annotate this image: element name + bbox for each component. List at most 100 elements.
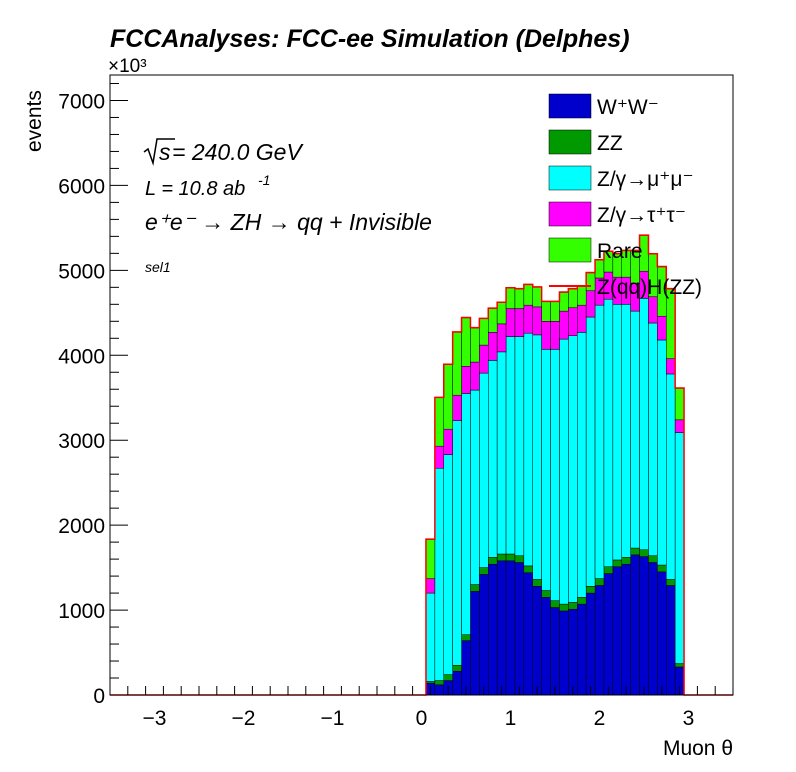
- bar-1-28: [674, 663, 685, 668]
- bar-1-23: [630, 547, 640, 556]
- bar-2-25: [648, 322, 658, 556]
- bar-2-17: [577, 332, 587, 598]
- bar-1-27: [666, 579, 676, 586]
- bar-2-27: [666, 373, 676, 580]
- y-axis: 0 1000 2000 3000 4000 5000 6000 7000: [58, 82, 128, 708]
- bar-4-4: [461, 317, 471, 367]
- bar-2-3: [452, 420, 462, 666]
- x-tick-label: 0: [416, 707, 428, 730]
- legend-label-4: Rare: [597, 240, 643, 263]
- bar-0-11: [523, 572, 533, 696]
- bar-1-3: [452, 665, 462, 672]
- legend-swatch-0: [548, 93, 592, 119]
- bar-0-14: [550, 607, 560, 696]
- bar-2-19: [594, 304, 605, 579]
- bar-3-18: [585, 290, 596, 318]
- bar-2-26: [657, 339, 667, 566]
- svg-text:= 240.0 GeV: = 240.0 GeV: [172, 139, 304, 165]
- bar-2-11: [523, 332, 533, 567]
- bar-2-8: [496, 351, 507, 555]
- y-tick-label: 1000: [58, 600, 105, 623]
- bar-0-24: [639, 556, 649, 696]
- bar-1-15: [559, 603, 569, 612]
- bar-2-6: [479, 372, 489, 568]
- bar-1-0: [425, 681, 436, 684]
- bar-1-5: [470, 584, 480, 592]
- bar-0-5: [470, 591, 480, 696]
- bar-0-26: [657, 571, 667, 696]
- bar-3-28: [674, 419, 685, 433]
- bar-2-4: [461, 393, 471, 635]
- bar-3-26: [657, 315, 667, 341]
- bar-3-10: [514, 308, 525, 337]
- bar-3-14: [550, 321, 560, 350]
- x-tick-label: 1: [505, 707, 517, 730]
- x-tick-label: 3: [683, 707, 695, 730]
- bar-2-22: [621, 304, 631, 558]
- bar-0-22: [621, 563, 631, 696]
- bar-3-7: [488, 332, 498, 361]
- bar-4-18: [585, 272, 596, 291]
- bar-1-9: [505, 553, 516, 562]
- bar-1-24: [639, 549, 649, 557]
- bar-2-13: [541, 349, 551, 591]
- sqrt-symbol: [143, 138, 175, 166]
- bar-2-21: [612, 304, 622, 561]
- bar-4-10: [514, 288, 525, 309]
- bar-3-2: [443, 428, 453, 455]
- bar-1-20: [603, 566, 614, 574]
- bar-2-7: [488, 360, 498, 558]
- bar-2-5: [470, 389, 480, 585]
- bar-4-3: [452, 332, 462, 396]
- bar-0-15: [559, 610, 569, 696]
- bar-4-8: [496, 302, 507, 325]
- bar-3-13: [541, 321, 551, 350]
- bar-1-17: [577, 597, 587, 605]
- y-tick-label: 2000: [58, 515, 105, 538]
- sqrt-s-annotation: s = 240.0 GeV: [143, 138, 304, 166]
- bar-1-11: [523, 565, 533, 573]
- bar-4-17: [577, 286, 587, 306]
- bar-4-5: [470, 327, 480, 363]
- bar-0-21: [612, 566, 622, 696]
- bar-1-14: [550, 600, 560, 608]
- y-tick-label: 3000: [58, 430, 105, 453]
- bar-4-14: [550, 301, 560, 322]
- legend-swatch-3: [548, 201, 592, 227]
- bar-3-3: [452, 394, 462, 421]
- bar-1-4: [461, 634, 471, 641]
- bar-1-2: [443, 674, 453, 681]
- legend-swatch-2: [548, 165, 592, 191]
- legend-label-2: Z/γ→μ⁺μ⁻: [597, 168, 694, 191]
- bar-3-11: [523, 304, 533, 334]
- legend: W⁺W⁻ ZZ Z/γ→μ⁺μ⁻ Z/γ→τ⁺τ⁻ Rare Z(qq)H(ZZ): [548, 93, 702, 299]
- legend-label-1: ZZ: [597, 132, 623, 155]
- bar-3-6: [479, 344, 489, 374]
- bar-2-14: [550, 349, 560, 601]
- bar-2-15: [559, 338, 569, 605]
- legend-swatch-1: [548, 129, 592, 155]
- bar-0-20: [603, 573, 614, 696]
- bar-3-8: [496, 323, 507, 353]
- bar-4-9: [505, 287, 516, 309]
- y-tick-label: 6000: [58, 175, 105, 198]
- y-tick-label: 0: [93, 685, 105, 708]
- total-outline: [110, 234, 733, 696]
- bar-0-8: [496, 560, 507, 696]
- bar-0-19: [594, 585, 605, 696]
- bar-1-22: [621, 557, 631, 565]
- bar-3-17: [577, 304, 587, 333]
- chart-title: FCCAnalyses: FCC-ee Simulation (Delphes): [110, 25, 630, 53]
- bar-3-27: [666, 358, 676, 375]
- bar-4-1: [434, 397, 445, 447]
- svg-text:L = 10.8 ab: L = 10.8 ab: [145, 178, 245, 200]
- bar-0-12: [532, 586, 542, 696]
- y-tick-label: 4000: [58, 345, 105, 368]
- bar-2-0: [425, 592, 436, 682]
- bar-4-15: [559, 292, 569, 312]
- bar-2-16: [568, 335, 578, 603]
- x-tick-label: −2: [232, 707, 256, 730]
- total-step-line: [110, 234, 733, 696]
- bar-0-25: [648, 562, 658, 696]
